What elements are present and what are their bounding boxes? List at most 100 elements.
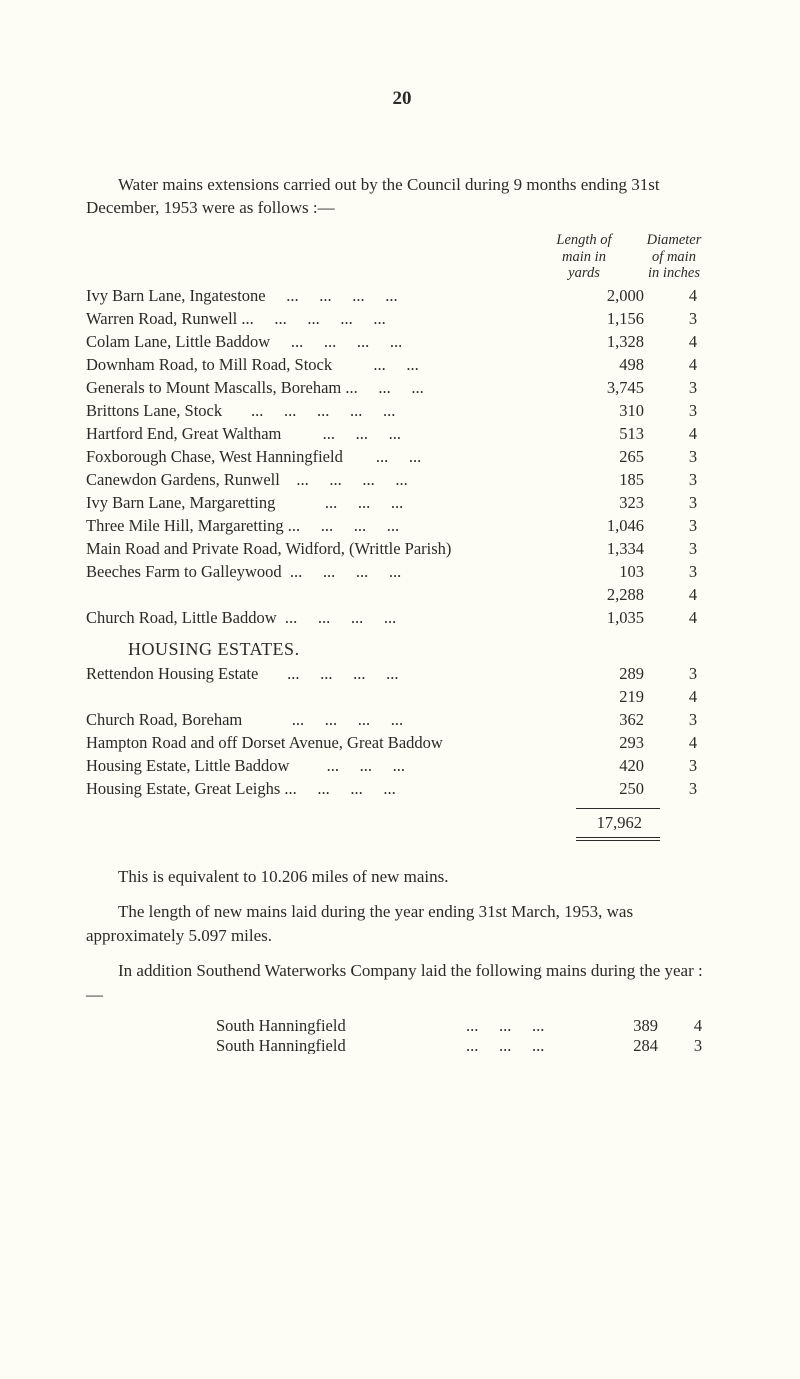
row-length: 1,035	[576, 610, 668, 627]
row-length: 293	[576, 735, 668, 752]
row-diameter: 4	[668, 610, 718, 627]
row-length: 389	[598, 1018, 678, 1035]
row-label: South Hanningfield	[216, 1018, 466, 1035]
row-label: Warren Road, Runwell ... ... ... ... ...	[86, 311, 576, 328]
row-length: 362	[576, 712, 668, 729]
table-row: Hampton Road and off Dorset Avenue, Grea…	[86, 735, 718, 752]
header-diameter: Diameter of main in inches	[630, 232, 718, 282]
row-diameter: 4	[668, 689, 718, 706]
row-diameter: 4	[668, 357, 718, 374]
housing-rows: Rettendon Housing Estate ... ... ... ...…	[86, 666, 718, 798]
row-diameter: 3	[668, 666, 718, 683]
header-length: Length of main in yards	[538, 232, 630, 282]
main-rows: Ivy Barn Lane, Ingatestone ... ... ... .…	[86, 288, 718, 627]
row-length: 1,156	[576, 311, 668, 328]
total-rule-top	[576, 808, 660, 809]
total-rule-bottom	[576, 837, 660, 841]
row-diameter: 4	[678, 1018, 718, 1035]
row-length: 265	[576, 449, 668, 466]
row-label: Three Mile Hill, Margaretting ... ... ..…	[86, 518, 576, 535]
row-diameter: 3	[668, 781, 718, 798]
table-row: Church Road, Boreham ... ... ... ...3623	[86, 712, 718, 729]
row-diameter: 3	[668, 758, 718, 775]
table-row: Housing Estate, Great Leighs ... ... ...…	[86, 781, 718, 798]
row-label: Ivy Barn Lane, Ingatestone ... ... ... .…	[86, 288, 576, 305]
table-row: Church Road, Little Baddow ... ... ... .…	[86, 610, 718, 627]
total-value: 17,962	[86, 813, 718, 833]
row-label: Canewdon Gardens, Runwell ... ... ... ..…	[86, 472, 576, 489]
row-diameter: 3	[668, 564, 718, 581]
row-label: Brittons Lane, Stock ... ... ... ... ...	[86, 403, 576, 420]
row-diameter: 3	[668, 449, 718, 466]
page-number: 20	[86, 88, 718, 110]
row-diameter: 3	[668, 472, 718, 489]
row-label: Ivy Barn Lane, Margaretting ... ... ...	[86, 495, 576, 512]
table-row: Hartford End, Great Waltham ... ... ...5…	[86, 426, 718, 443]
row-diameter: 3	[668, 380, 718, 397]
row-length: 219	[576, 689, 668, 706]
table-row: Brittons Lane, Stock ... ... ... ... ...…	[86, 403, 718, 420]
row-label: Housing Estate, Little Baddow ... ... ..…	[86, 758, 576, 775]
table-row: Generals to Mount Mascalls, Boreham ... …	[86, 380, 718, 397]
row-length: 289	[576, 666, 668, 683]
addendum-rows: South Hanningfield... ... ...3894South H…	[216, 1018, 718, 1054]
table-row: Ivy Barn Lane, Ingatestone ... ... ... .…	[86, 288, 718, 305]
table-row: 2194	[86, 689, 718, 706]
header-spacer	[86, 232, 538, 282]
row-length: 2,288	[576, 587, 668, 604]
row-length: 2,000	[576, 288, 668, 305]
row-length: 420	[576, 758, 668, 775]
row-label: Church Road, Little Baddow ... ... ... .…	[86, 610, 576, 627]
table-row: Colam Lane, Little Baddow ... ... ... ..…	[86, 334, 718, 351]
row-diameter: 3	[668, 541, 718, 558]
equivalent-paragraph: This is equivalent to 10.206 miles of ne…	[86, 865, 718, 888]
row-diameter: 4	[668, 334, 718, 351]
row-label: Hampton Road and off Dorset Avenue, Grea…	[86, 735, 576, 752]
row-label: South Hanningfield	[216, 1038, 466, 1055]
row-length: 1,046	[576, 518, 668, 535]
addition-paragraph: In addition Southend Waterworks Company …	[86, 959, 718, 1006]
table-row: Main Road and Private Road, Widford, (Wr…	[86, 541, 718, 558]
row-length: 284	[598, 1038, 678, 1055]
table-row: Canewdon Gardens, Runwell ... ... ... ..…	[86, 472, 718, 489]
row-dots: ... ... ...	[466, 1018, 598, 1035]
row-length: 1,328	[576, 334, 668, 351]
table-row: Foxborough Chase, West Hanningfield ... …	[86, 449, 718, 466]
table-row: Beeches Farm to Galleywood ... ... ... .…	[86, 564, 718, 581]
row-length: 250	[576, 781, 668, 798]
table-row: Ivy Barn Lane, Margaretting ... ... ...3…	[86, 495, 718, 512]
row-length: 185	[576, 472, 668, 489]
row-label: Beeches Farm to Galleywood ... ... ... .…	[86, 564, 576, 581]
row-label: Generals to Mount Mascalls, Boreham ... …	[86, 380, 576, 397]
row-label: Hartford End, Great Waltham ... ... ...	[86, 426, 576, 443]
length-paragraph: The length of new mains laid during the …	[86, 900, 718, 947]
page: 20 Water mains extensions carried out by…	[0, 0, 800, 1379]
row-label: Main Road and Private Road, Widford, (Wr…	[86, 541, 576, 558]
row-label: Colam Lane, Little Baddow ... ... ... ..…	[86, 334, 576, 351]
row-label: Church Road, Boreham ... ... ... ...	[86, 712, 576, 729]
row-label: Foxborough Chase, West Hanningfield ... …	[86, 449, 576, 466]
row-diameter: 3	[668, 403, 718, 420]
table-row: South Hanningfield... ... ...3894	[216, 1018, 718, 1035]
row-length: 323	[576, 495, 668, 512]
table-row: Downham Road, to Mill Road, Stock ... ..…	[86, 357, 718, 374]
row-length: 3,745	[576, 380, 668, 397]
row-diameter: 3	[678, 1038, 718, 1055]
row-dots: ... ... ...	[466, 1038, 598, 1055]
row-length: 1,334	[576, 541, 668, 558]
row-label: Downham Road, to Mill Road, Stock ... ..…	[86, 357, 576, 374]
row-diameter: 4	[668, 288, 718, 305]
row-diameter: 3	[668, 495, 718, 512]
row-label: Housing Estate, Great Leighs ... ... ...…	[86, 781, 576, 798]
row-diameter: 3	[668, 311, 718, 328]
housing-estates-heading: HOUSING ESTATES.	[86, 639, 718, 660]
row-diameter: 3	[668, 518, 718, 535]
table-row: 2,2884	[86, 587, 718, 604]
row-length: 310	[576, 403, 668, 420]
table-row: Rettendon Housing Estate ... ... ... ...…	[86, 666, 718, 683]
intro-paragraph: Water mains extensions carried out by th…	[86, 174, 718, 220]
row-length: 498	[576, 357, 668, 374]
table-row: Warren Road, Runwell ... ... ... ... ...…	[86, 311, 718, 328]
row-label: Rettendon Housing Estate ... ... ... ...	[86, 666, 576, 683]
row-diameter: 3	[668, 712, 718, 729]
